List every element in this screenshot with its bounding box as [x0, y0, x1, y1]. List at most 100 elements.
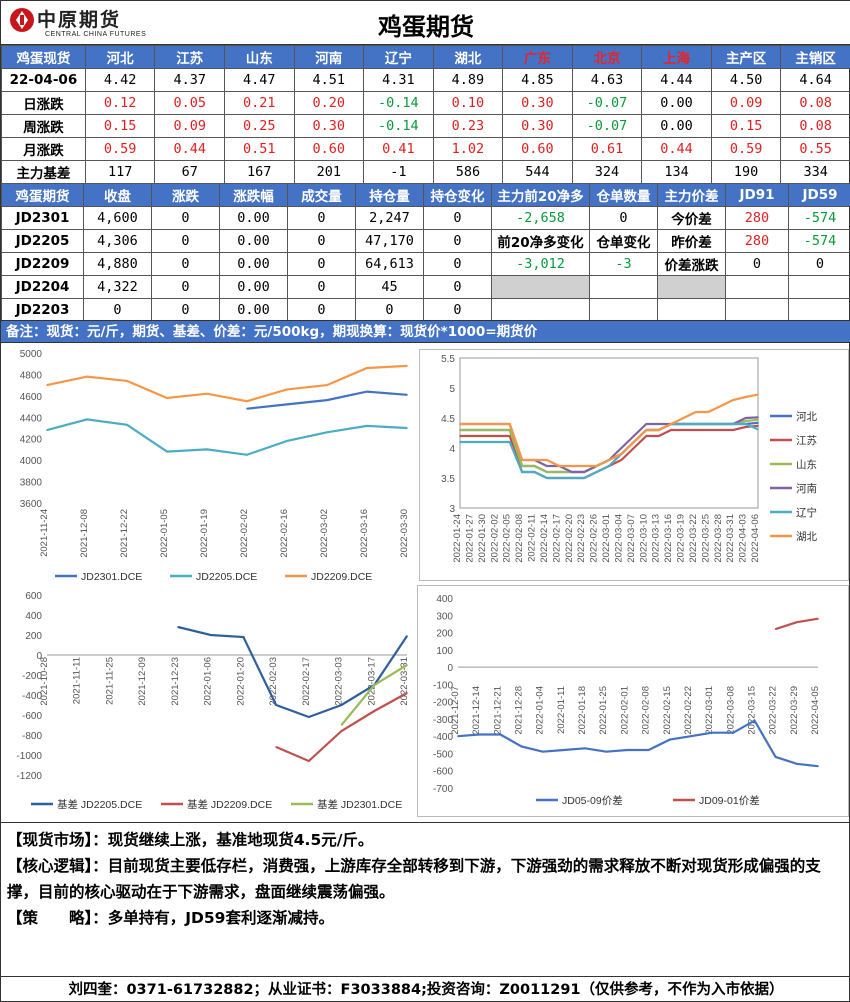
data-point: [719, 429, 722, 431]
data-point: [373, 684, 376, 686]
x-tick-label: 2022-02-23: [576, 514, 587, 563]
data-point: [583, 477, 585, 479]
spot-value-cell: 0.20: [293, 91, 365, 115]
series-line: [460, 422, 759, 480]
data-point: [657, 435, 660, 437]
spot-value-cell: 0.25: [223, 114, 295, 138]
futures-value-cell: 0: [151, 229, 220, 253]
data-point: [508, 423, 511, 425]
y-tick-label: 100: [436, 646, 453, 657]
data-point: [521, 465, 523, 467]
x-tick-label: 2022-02-14: [539, 514, 550, 563]
data-point: [406, 427, 408, 429]
data-point: [86, 375, 88, 378]
data-point: [533, 459, 536, 461]
x-tick-label: 2022-04-05: [810, 686, 821, 735]
note-bar: 备注：现货：元/斤，期货、基差、价差：元/500kg，期现换算：现货价*1000…: [1, 320, 850, 343]
x-tick-label: 2022-02-11: [527, 514, 538, 562]
futures-header-cell: JD59: [788, 183, 850, 207]
data-point: [246, 400, 248, 403]
data-point: [521, 471, 523, 473]
y-tick-label: 4000: [20, 456, 43, 467]
spot-header-cell: 广东: [502, 45, 573, 69]
futures-value-cell: 0: [83, 298, 152, 322]
data-point: [757, 422, 759, 424]
futures-value-cell: 0: [287, 275, 356, 299]
series-line: [460, 416, 759, 474]
contract-label: JD2301: [1, 206, 84, 230]
data-point: [732, 423, 734, 425]
futures-row: JD2205 4,306 0 0.00 0 47,170 0 前20净多变化 仓单变化 昨价差 28…: [1, 229, 850, 253]
spot-value-cell: 324: [571, 160, 643, 184]
data-point: [406, 393, 408, 396]
data-point: [533, 471, 536, 473]
data-point: [326, 384, 328, 386]
data-point: [478, 733, 480, 736]
data-point: [682, 423, 685, 425]
plot-frame: [459, 357, 759, 509]
spot-value-cell: 4.51: [293, 68, 365, 92]
y-tick-label: -400: [22, 691, 42, 702]
x-tick-label: 2022-02-17: [301, 657, 312, 706]
data-point: [633, 441, 635, 443]
net-change: -3,012: [491, 252, 590, 276]
legend-label: 基差 JD2205.DCE: [57, 798, 142, 811]
spot-row: 月涨跌 0.59 0.44 0.51 0.60 0.41 1.02 0.60 0.61 0.44 0…: [1, 137, 850, 161]
data-point: [558, 477, 561, 479]
spot-value-cell: 0.12: [84, 91, 156, 115]
data-point: [242, 636, 245, 638]
data-point: [533, 465, 536, 467]
x-tick-label: 2021-12-14: [471, 686, 482, 735]
warehouse-change-label: 仓单变化: [589, 229, 658, 253]
data-point: [670, 429, 672, 431]
spot-value-cell: 0.55: [780, 137, 850, 161]
data-point: [496, 441, 499, 443]
data-point: [744, 420, 747, 422]
spot-value-cell: 190: [710, 160, 782, 184]
spot-value-cell: -0.14: [363, 114, 434, 138]
data-point: [732, 399, 734, 401]
data-point: [633, 447, 635, 449]
x-tick-label: 2022-01-25: [598, 686, 609, 735]
futures-header-cell: 主力价差: [657, 183, 726, 207]
today-jd91: 280: [725, 206, 789, 230]
data-point: [86, 418, 88, 421]
legend-label: JD2205.DCE: [196, 571, 257, 583]
series-line: [457, 719, 819, 768]
legend-label: 基差 JD2209.DCE: [187, 798, 272, 811]
y-tick-label: -400: [433, 732, 453, 743]
spot-value-cell: 0.30: [293, 114, 365, 138]
data-point: [206, 392, 208, 395]
spot-value-cell: 0.21: [223, 91, 295, 115]
spot-value-cell: 1.02: [432, 137, 504, 161]
series-line: [46, 364, 408, 403]
data-point: [657, 423, 660, 425]
data-point: [583, 465, 585, 467]
y-tick-label: 0: [447, 663, 453, 674]
data-point: [275, 746, 277, 748]
data-point: [546, 465, 548, 467]
futures-header-cell: 持仓量: [355, 183, 424, 207]
spot-value-cell: 4.44: [641, 68, 712, 92]
spot-value-cell: 4.42: [84, 68, 156, 92]
spot-value-cell: 4.37: [154, 68, 225, 92]
spread-change-jd91: 0: [725, 252, 789, 276]
spread-chart: -700 -600 -500 -400 -300 -200 -100 0 100 200 300 40…: [417, 585, 849, 817]
x-tick-label: 2022-02-05: [502, 514, 513, 563]
x-tick-label: 2022-03-01: [601, 514, 612, 563]
data-point: [645, 429, 648, 431]
analysis-spot: 【现货市场】：现货继续上涨，基准地现货4.5元/斤。: [7, 831, 374, 849]
x-tick-label: 2022-01-20: [235, 657, 246, 706]
futures-price-chart: 3600 3800 4000 4200 4400 4600 4800 5000 2021-11-…: [20, 349, 410, 583]
data-point: [774, 756, 777, 758]
spot-value-cell: 0.08: [780, 114, 850, 138]
analysis-logic: 【核心逻辑】：目前现货主要低存栏，消费强，上游库存全部转移到下游，下游强劲的需求…: [7, 857, 821, 901]
x-tick-label: 2022-03-04: [613, 514, 624, 563]
data-point: [286, 388, 288, 391]
x-tick-label: 2022-03-15: [746, 686, 757, 735]
data-point: [326, 399, 328, 401]
data-point: [670, 423, 672, 425]
futures-value-cell: 0: [355, 298, 424, 322]
legend-label: 河南: [796, 482, 817, 495]
y-tick-label: -200: [22, 671, 42, 682]
